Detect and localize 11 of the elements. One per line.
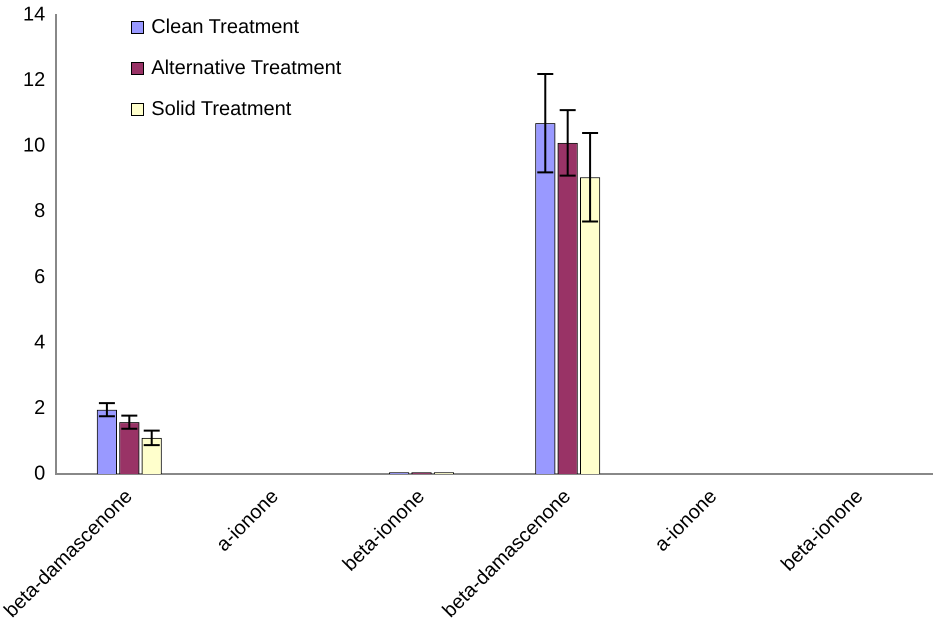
y-tick-label: 12: [22, 69, 46, 92]
legend-label: Alternative Treatment: [151, 56, 342, 81]
y-tick-label: 8: [34, 200, 46, 222]
y-tick-label: 2: [34, 396, 46, 419]
y-tick-label: 4: [34, 331, 46, 354]
y-tick-label: 10: [22, 134, 46, 157]
legend-label: Clean Treatment: [151, 15, 300, 40]
legend-label: Solid Treatment: [151, 97, 292, 122]
y-tick-label: 6: [34, 266, 46, 288]
y-tick-label: 14: [22, 4, 46, 26]
y-tick-label: 0: [34, 462, 46, 484]
